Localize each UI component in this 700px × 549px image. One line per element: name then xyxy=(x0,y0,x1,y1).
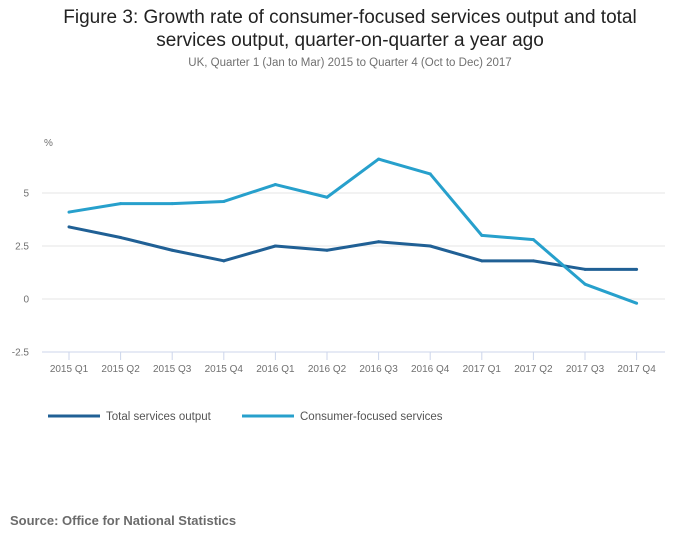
data-point xyxy=(428,172,432,176)
data-point xyxy=(222,199,226,203)
x-tick-label: 2017 Q4 xyxy=(617,364,656,375)
x-tick-label: 2015 Q4 xyxy=(205,364,244,375)
data-point xyxy=(635,267,639,271)
data-point xyxy=(273,183,277,187)
data-point xyxy=(480,233,484,237)
chart-subtitle: UK, Quarter 1 (Jan to Mar) 2015 to Quart… xyxy=(188,57,512,69)
y-tick-label: 0 xyxy=(23,295,29,306)
data-point xyxy=(170,202,174,206)
data-point xyxy=(119,236,123,240)
x-tick-label: 2015 Q1 xyxy=(50,364,89,375)
x-tick-label: 2015 Q2 xyxy=(101,364,140,375)
series-line-consumer-focused-services xyxy=(68,157,638,305)
x-tick-label: 2016 Q4 xyxy=(411,364,450,375)
x-tick-label: 2016 Q1 xyxy=(256,364,295,375)
data-point xyxy=(222,259,226,263)
legend-label: Total services output xyxy=(106,411,212,423)
data-point xyxy=(583,282,587,286)
data-point xyxy=(583,267,587,271)
data-point xyxy=(377,157,381,161)
chart-title-line-1: Figure 3: Growth rate of consumer-focuse… xyxy=(63,7,637,28)
y-tick-label: 2.5 xyxy=(15,242,29,253)
data-point xyxy=(67,225,71,229)
data-point xyxy=(635,301,639,305)
data-point xyxy=(170,248,174,252)
data-point xyxy=(67,210,71,214)
x-tick-label: 2016 Q3 xyxy=(359,364,398,375)
data-point xyxy=(480,259,484,263)
chart-title: Figure 3: Growth rate of consumer-focuse… xyxy=(0,6,700,52)
data-point xyxy=(531,259,535,263)
data-point xyxy=(428,244,432,248)
legend-label: Consumer-focused services xyxy=(300,411,443,423)
y-axis-unit-label: % xyxy=(44,138,53,149)
chart-title-line-2: services output, quarter-on-quarter a ye… xyxy=(156,30,544,51)
y-tick-label: -2.5 xyxy=(12,348,30,359)
data-point xyxy=(377,240,381,244)
source-note: Source: Office for National Statistics xyxy=(10,513,237,528)
y-tick-label: 5 xyxy=(23,189,29,200)
x-tick-label: 2017 Q1 xyxy=(463,364,502,375)
x-tick-label: 2017 Q3 xyxy=(566,364,605,375)
x-tick-label: 2017 Q2 xyxy=(514,364,553,375)
data-point xyxy=(273,244,277,248)
x-tick-label: 2015 Q3 xyxy=(153,364,192,375)
x-tick-label: 2016 Q2 xyxy=(308,364,347,375)
data-point xyxy=(119,202,123,206)
data-point xyxy=(325,195,329,199)
series-line-total-services-output xyxy=(68,225,637,271)
data-point xyxy=(531,238,535,242)
data-point xyxy=(325,248,329,252)
